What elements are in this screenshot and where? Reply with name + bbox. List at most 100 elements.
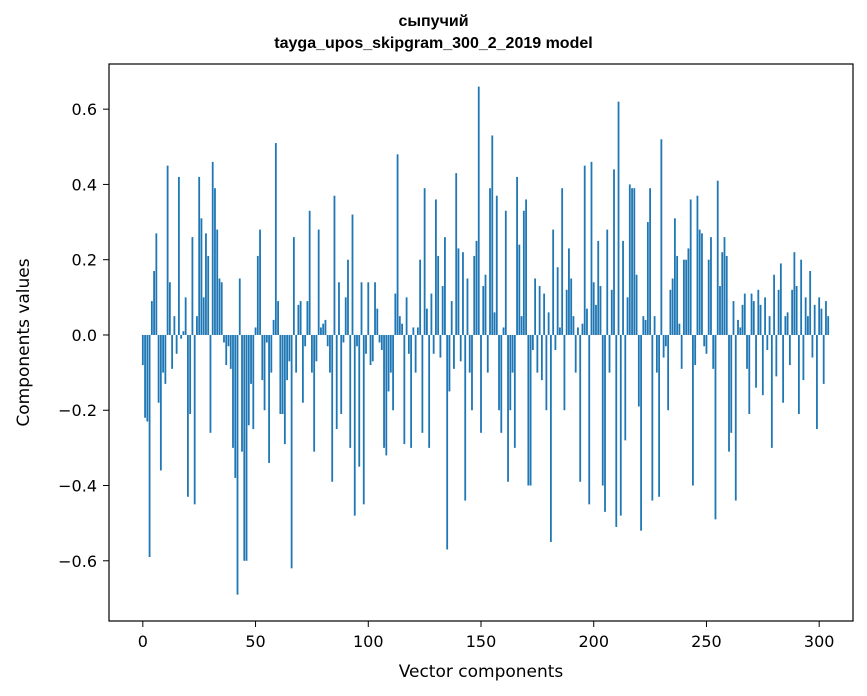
bar xyxy=(369,334,372,366)
bar xyxy=(527,334,530,486)
bar xyxy=(761,334,764,396)
bar xyxy=(759,304,762,335)
x-tick-label: 150 xyxy=(466,632,497,651)
bar xyxy=(586,308,588,335)
bar xyxy=(347,259,349,335)
bar xyxy=(721,252,724,335)
bar xyxy=(588,334,591,505)
bar xyxy=(335,334,338,430)
bar xyxy=(743,293,746,335)
bar xyxy=(468,334,471,373)
bar xyxy=(329,334,331,373)
bar xyxy=(173,316,176,335)
bar xyxy=(471,334,473,411)
bar xyxy=(252,334,255,430)
bar xyxy=(622,240,624,335)
bar xyxy=(220,282,223,335)
bar xyxy=(340,334,343,415)
y-tick-label: 0.2 xyxy=(72,251,97,270)
bar xyxy=(232,334,234,448)
bar xyxy=(559,327,561,335)
y-tick-label: −0.4 xyxy=(58,477,97,496)
bar xyxy=(554,334,557,351)
bar xyxy=(737,319,739,335)
bar xyxy=(247,334,250,426)
bar xyxy=(692,334,694,486)
bar xyxy=(272,319,275,335)
bar xyxy=(653,316,656,335)
bar xyxy=(651,334,654,501)
bar xyxy=(825,301,827,335)
bar xyxy=(153,270,155,335)
x-tick-label: 100 xyxy=(353,632,384,651)
bar xyxy=(516,176,518,335)
bar xyxy=(536,334,539,373)
bar xyxy=(547,312,550,335)
bar xyxy=(283,334,286,445)
bar xyxy=(225,334,228,366)
bar xyxy=(581,323,584,335)
bar xyxy=(295,334,298,373)
bar xyxy=(168,282,171,335)
bar xyxy=(678,323,681,335)
bar xyxy=(770,334,773,448)
bar xyxy=(818,297,821,335)
bar xyxy=(504,210,507,335)
bar xyxy=(455,173,458,335)
bar xyxy=(658,334,661,497)
bar xyxy=(380,334,383,351)
bar xyxy=(326,334,329,347)
bar xyxy=(374,282,376,335)
bar xyxy=(446,334,449,550)
bar xyxy=(822,334,825,384)
bar xyxy=(786,312,789,335)
bar xyxy=(716,180,719,335)
bar xyxy=(308,210,311,335)
chart-title-word: сыпучий xyxy=(398,13,469,30)
bar xyxy=(392,334,394,411)
bar xyxy=(685,259,688,335)
bar xyxy=(193,334,196,505)
bar xyxy=(324,319,327,335)
bar xyxy=(261,334,264,381)
bar xyxy=(259,229,261,335)
bar xyxy=(216,229,219,335)
bar xyxy=(687,248,690,335)
bar xyxy=(660,139,663,335)
bar xyxy=(180,334,183,339)
bar xyxy=(755,334,757,388)
bar xyxy=(254,327,257,335)
bar xyxy=(365,334,367,354)
bar xyxy=(565,289,568,335)
x-tick-label: 300 xyxy=(804,632,835,651)
y-axis-ticks: −0.6 −0.4 −0.2 0.0 0.2 0.4 0.6 xyxy=(58,100,109,571)
bar xyxy=(387,334,390,392)
bar xyxy=(444,237,446,335)
bar xyxy=(238,278,241,335)
x-tick-label: 200 xyxy=(578,632,609,651)
bar xyxy=(290,334,293,569)
bar xyxy=(177,176,180,335)
bar xyxy=(797,334,800,415)
bar xyxy=(610,289,613,335)
x-tick-label: 50 xyxy=(245,632,265,651)
bar xyxy=(764,297,766,335)
bar xyxy=(141,334,144,366)
bar xyxy=(626,297,629,335)
bar xyxy=(750,293,753,335)
bar xyxy=(245,334,248,561)
bar xyxy=(358,334,361,467)
bar xyxy=(462,252,464,335)
bar xyxy=(606,229,609,335)
bar xyxy=(482,286,485,335)
bar xyxy=(642,316,645,335)
bar xyxy=(256,255,259,335)
bar xyxy=(500,334,503,433)
bar xyxy=(241,334,243,452)
plot-frame xyxy=(108,63,854,622)
bar xyxy=(520,316,523,335)
bar xyxy=(574,334,577,373)
bar xyxy=(164,334,167,384)
bar xyxy=(277,301,279,335)
bar xyxy=(159,334,162,471)
